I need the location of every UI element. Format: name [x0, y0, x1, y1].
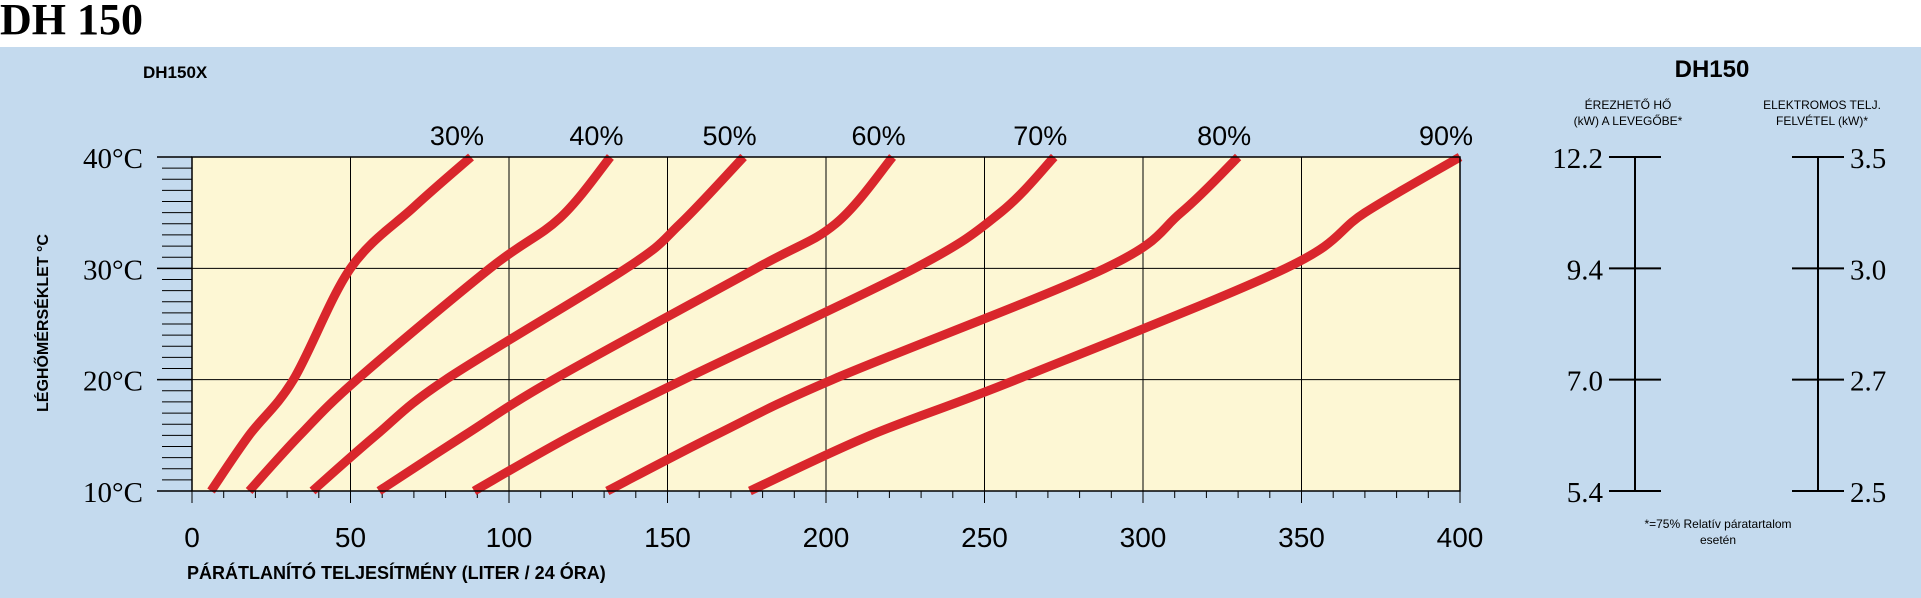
- y-tick-labels: 10°C 20°C 30°C 40°C: [83, 143, 143, 509]
- page-title: DH 150: [0, 0, 143, 44]
- power-scale-header-line2: FELVÉTEL (kW)*: [1776, 113, 1868, 128]
- series-label: 60%: [852, 121, 906, 151]
- y-tick-label: 10°C: [83, 477, 143, 509]
- series-label: 50%: [703, 121, 757, 151]
- scale-tick-label: 2.7: [1850, 366, 1886, 398]
- series-label: 70%: [1013, 121, 1067, 151]
- footnote-line1: *=75% Relatív páratartalom: [1644, 517, 1791, 531]
- curve-90pct: [748, 153, 1463, 496]
- power-scale-header-line1: ELEKTROMOS TELJ.: [1763, 98, 1881, 112]
- chart-svg: DH150X LÉGHŐMÉRSÉKLET °C PÁRÁTLANÍTÓ TEL…: [33, 56, 1886, 583]
- series-label: 80%: [1197, 121, 1251, 151]
- scale-tick-label: 7.0: [1567, 366, 1603, 398]
- scale-tick-label: 3.0: [1850, 254, 1886, 286]
- curve-60pct: [376, 154, 897, 495]
- scale-tick-label: 12.2: [1552, 143, 1603, 175]
- x-tick-label: 100: [486, 522, 533, 553]
- grid: [192, 157, 1460, 491]
- curve-50pct: [309, 153, 747, 495]
- scale-tick-label: 5.4: [1567, 477, 1604, 509]
- x-tick-label: 50: [335, 522, 366, 553]
- curve-40pct: [245, 154, 614, 495]
- curve-30pct: [207, 153, 474, 494]
- series-labels: 30% 40% 50% 60% 70% 80% 90%: [430, 121, 1473, 151]
- x-tick-label: 400: [1437, 522, 1484, 553]
- heat-scale-header-line2: (kW) A LEVEGŐBE*: [1574, 113, 1683, 128]
- x-tick-label: 300: [1120, 522, 1167, 553]
- x-axis-label: PÁRÁTLANÍTÓ TELJESÍTMÉNY (LITER / 24 ÓRA…: [187, 562, 606, 583]
- heat-scale: 12.2 9.4 7.0 5.4: [1552, 143, 1661, 509]
- series-label: 40%: [569, 121, 623, 151]
- footnote-line2: esetén: [1700, 533, 1736, 547]
- curve-80pct: [605, 153, 1242, 495]
- y-axis-label: LÉGHŐMÉRSÉKLET °C: [33, 234, 52, 412]
- y-tick-label: 30°C: [83, 254, 143, 286]
- x-tick-label: 150: [644, 522, 691, 553]
- series-label: 30%: [430, 121, 484, 151]
- series-label: 90%: [1419, 121, 1473, 151]
- chart-panel: DH150X LÉGHŐMÉRSÉKLET °C PÁRÁTLANÍTÓ TEL…: [0, 47, 1921, 598]
- x-tick-label: 250: [961, 522, 1008, 553]
- power-scale: 3.5 3.0 2.7 2.5: [1792, 143, 1886, 509]
- x-tick-label: 200: [803, 522, 850, 553]
- y-tick-label: 20°C: [83, 366, 143, 398]
- scale-tick-label: 9.4: [1567, 254, 1604, 286]
- y-tick-label: 40°C: [83, 143, 143, 175]
- heat-scale-header-line1: ÉREZHETŐ HŐ: [1585, 97, 1672, 112]
- x-tick-labels: 0 50 100 150 200 250 300 350 400: [184, 522, 1483, 553]
- side-scales-title: DH150: [1675, 56, 1750, 83]
- curve-70pct: [471, 153, 1058, 495]
- scale-tick-label: 3.5: [1850, 143, 1886, 175]
- x-tick-label: 350: [1278, 522, 1325, 553]
- y-minor-ticks: [157, 156, 1461, 503]
- x-tick-label: 0: [184, 522, 200, 553]
- plot-frame: [191, 156, 1461, 492]
- curves: [207, 153, 1463, 496]
- scale-tick-label: 2.5: [1850, 477, 1886, 509]
- chart-subtitle: DH150X: [143, 63, 208, 82]
